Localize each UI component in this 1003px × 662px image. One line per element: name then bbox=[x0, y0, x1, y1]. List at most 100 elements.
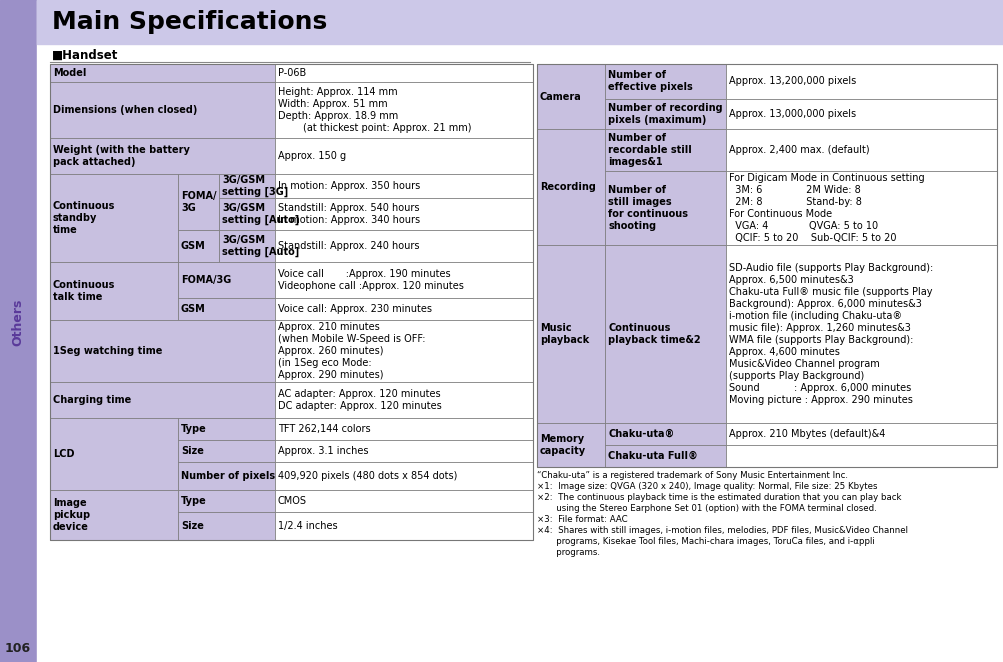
Bar bbox=[275, 320, 533, 382]
Text: Standstill: Approx. 240 hours: Standstill: Approx. 240 hours bbox=[277, 241, 418, 251]
Text: Image
pickup
device: Image pickup device bbox=[53, 498, 90, 532]
Text: Approx. 210 minutes
(when Mobile W-Speed is OFF:
Approx. 260 minutes)
(in 1Seg e: Approx. 210 minutes (when Mobile W-Speed… bbox=[277, 322, 424, 380]
Bar bbox=[178, 230, 219, 262]
Bar bbox=[50, 382, 275, 418]
Text: Weight (with the battery
pack attached): Weight (with the battery pack attached) bbox=[53, 145, 190, 167]
Text: 1/2.4 inches: 1/2.4 inches bbox=[277, 521, 337, 531]
Text: Voice call       :Approx. 190 minutes
Videophone call :Approx. 120 minutes: Voice call :Approx. 190 minutes Videopho… bbox=[277, 269, 463, 291]
Bar bbox=[37, 0, 1003, 44]
Bar bbox=[178, 262, 275, 298]
Bar bbox=[275, 462, 533, 490]
Bar bbox=[605, 245, 725, 423]
Bar bbox=[725, 423, 996, 445]
Bar bbox=[275, 298, 533, 320]
Text: P-06B: P-06B bbox=[277, 68, 306, 78]
Text: using the Stereo Earphone Set 01 (option) with the FOMA terminal closed.: using the Stereo Earphone Set 01 (option… bbox=[537, 504, 876, 513]
Bar bbox=[50, 490, 178, 540]
Bar bbox=[178, 440, 275, 462]
Bar bbox=[537, 64, 605, 129]
Text: LCD: LCD bbox=[53, 449, 74, 459]
Bar bbox=[725, 445, 996, 467]
Text: Size: Size bbox=[181, 521, 204, 531]
Bar bbox=[605, 171, 725, 245]
Text: Approx. 3.1 inches: Approx. 3.1 inches bbox=[277, 446, 368, 456]
Bar bbox=[275, 138, 533, 174]
Text: In motion: Approx. 350 hours: In motion: Approx. 350 hours bbox=[277, 181, 419, 191]
Bar bbox=[537, 245, 605, 423]
Bar bbox=[275, 82, 533, 138]
Bar bbox=[219, 230, 275, 262]
Bar bbox=[178, 174, 219, 230]
Bar bbox=[178, 418, 275, 440]
Text: programs.: programs. bbox=[537, 548, 600, 557]
Text: Voice call: Approx. 230 minutes: Voice call: Approx. 230 minutes bbox=[277, 304, 431, 314]
Text: Chaku-uta®: Chaku-uta® bbox=[608, 429, 674, 439]
Text: Size: Size bbox=[181, 446, 204, 456]
Text: Number of pixels: Number of pixels bbox=[181, 471, 275, 481]
Bar bbox=[275, 382, 533, 418]
Bar bbox=[219, 174, 275, 198]
Text: Dimensions (when closed): Dimensions (when closed) bbox=[53, 105, 198, 115]
Bar bbox=[178, 298, 275, 320]
Text: AC adapter: Approx. 120 minutes
DC adapter: Approx. 120 minutes: AC adapter: Approx. 120 minutes DC adapt… bbox=[277, 389, 441, 411]
Bar bbox=[50, 320, 275, 382]
Bar bbox=[537, 423, 605, 467]
Bar bbox=[725, 99, 996, 129]
Bar bbox=[537, 64, 996, 467]
Bar bbox=[275, 198, 533, 230]
Bar bbox=[50, 64, 533, 540]
Bar bbox=[537, 129, 605, 245]
Bar bbox=[178, 462, 275, 490]
Bar bbox=[605, 129, 725, 171]
Text: Others: Others bbox=[11, 299, 24, 346]
Text: “Chaku-uta” is a registered trademark of Sony Music Entertainment Inc.: “Chaku-uta” is a registered trademark of… bbox=[537, 471, 848, 480]
Text: ■Handset: ■Handset bbox=[52, 48, 118, 62]
Bar bbox=[725, 64, 996, 99]
Bar bbox=[50, 174, 178, 262]
Bar bbox=[50, 138, 275, 174]
Text: 1Seg watching time: 1Seg watching time bbox=[53, 346, 162, 356]
Bar bbox=[275, 174, 533, 198]
Text: programs, Kisekae Tool files, Machi-chara images, ToruCa files, and i-αppli: programs, Kisekae Tool files, Machi-char… bbox=[537, 537, 874, 546]
Text: Approx. 150 g: Approx. 150 g bbox=[277, 151, 345, 161]
Text: 409,920 pixels (480 dots x 854 dots): 409,920 pixels (480 dots x 854 dots) bbox=[277, 471, 456, 481]
Text: Recording: Recording bbox=[540, 182, 596, 192]
Text: 3G/GSM
setting [Auto]: 3G/GSM setting [Auto] bbox=[222, 235, 299, 257]
Text: Main Specifications: Main Specifications bbox=[52, 10, 327, 34]
Text: Approx. 13,200,000 pixels: Approx. 13,200,000 pixels bbox=[728, 77, 855, 87]
Bar bbox=[605, 423, 725, 445]
Text: Camera: Camera bbox=[540, 91, 581, 101]
Text: CMOS: CMOS bbox=[277, 496, 306, 506]
Bar bbox=[50, 82, 275, 138]
Bar bbox=[725, 245, 996, 423]
Text: Standstill: Approx. 540 hours
In motion: Approx. 340 hours: Standstill: Approx. 540 hours In motion:… bbox=[277, 203, 419, 225]
Text: Music
playback: Music playback bbox=[540, 323, 589, 345]
Text: FOMA/3G: FOMA/3G bbox=[181, 275, 231, 285]
Text: TFT 262,144 colors: TFT 262,144 colors bbox=[277, 424, 370, 434]
Text: Continuous
standby
time: Continuous standby time bbox=[53, 201, 115, 235]
Bar bbox=[275, 490, 533, 512]
Text: Number of
still images
for continuous
shooting: Number of still images for continuous sh… bbox=[608, 185, 687, 231]
Text: Charging time: Charging time bbox=[53, 395, 131, 405]
Bar bbox=[50, 418, 178, 490]
Bar bbox=[605, 99, 725, 129]
Text: Number of
effective pixels: Number of effective pixels bbox=[608, 70, 692, 93]
Bar bbox=[275, 230, 533, 262]
Text: ×4:  Shares with still images, i-motion files, melodies, PDF files, Music&Video : ×4: Shares with still images, i-motion f… bbox=[537, 526, 907, 535]
Text: Approx. 210 Mbytes (default)&4: Approx. 210 Mbytes (default)&4 bbox=[728, 429, 884, 439]
Bar bbox=[605, 64, 725, 99]
Text: ×3:  File format: AAC: ×3: File format: AAC bbox=[537, 515, 627, 524]
Text: Approx. 13,000,000 pixels: Approx. 13,000,000 pixels bbox=[728, 109, 855, 119]
Text: For Digicam Mode in Continuous setting
  3M: 6              2M Wide: 8
  2M: 8  : For Digicam Mode in Continuous setting 3… bbox=[728, 173, 924, 243]
Text: Type: Type bbox=[181, 496, 207, 506]
Bar bbox=[725, 129, 996, 171]
Text: FOMA/
3G: FOMA/ 3G bbox=[181, 191, 217, 213]
Text: Approx. 2,400 max. (default): Approx. 2,400 max. (default) bbox=[728, 145, 869, 155]
Bar bbox=[50, 262, 178, 320]
Bar bbox=[178, 490, 275, 512]
Bar bbox=[605, 445, 725, 467]
Text: 3G/GSM
setting [Auto]: 3G/GSM setting [Auto] bbox=[222, 203, 299, 225]
Bar bbox=[275, 440, 533, 462]
Text: Number of
recordable still
images&1: Number of recordable still images&1 bbox=[608, 133, 691, 167]
Text: Number of recording
pixels (maximum): Number of recording pixels (maximum) bbox=[608, 103, 722, 125]
